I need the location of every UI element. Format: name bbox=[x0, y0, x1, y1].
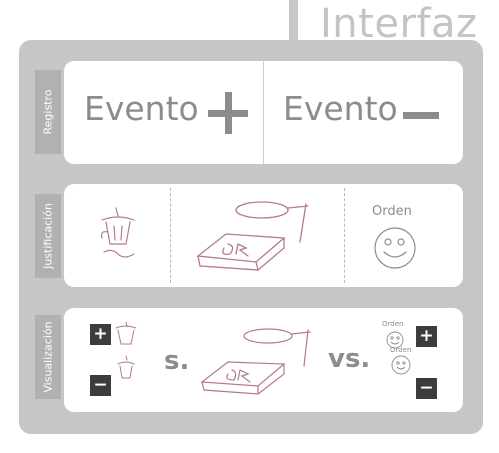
page-title: Interfaz bbox=[320, 1, 478, 47]
mini-smiley-sketch-1 bbox=[386, 331, 404, 349]
increase-button-right[interactable]: + bbox=[416, 326, 437, 347]
mini-cup-sketch bbox=[115, 321, 137, 379]
title-accent-bar bbox=[289, 0, 298, 40]
registro-card: Evento Evento bbox=[64, 61, 463, 164]
vs-text-1: s. bbox=[164, 346, 190, 376]
visualizacion-card: + − s. vs. Orden Orden + − bbox=[64, 308, 463, 412]
increase-button[interactable]: + bbox=[90, 324, 111, 345]
mini-ticket-sketch bbox=[200, 328, 311, 395]
tab-registro: Registro bbox=[35, 70, 61, 154]
mini-orden-label-2: Orden bbox=[390, 346, 412, 354]
decrease-button-right[interactable]: − bbox=[416, 378, 437, 399]
justificacion-card: Orden bbox=[64, 184, 463, 287]
smiley-sketch bbox=[374, 227, 416, 269]
tab-registro-label: Registro bbox=[41, 89, 55, 135]
registro-divider bbox=[263, 61, 264, 164]
ticket-sketch bbox=[196, 201, 309, 271]
vs-text-2: vs. bbox=[328, 344, 371, 374]
tab-visualizacion: Visualización bbox=[35, 315, 61, 399]
mini-smiley-sketch-2 bbox=[391, 355, 411, 375]
cup-sketch bbox=[101, 207, 135, 258]
tab-justificacion-label: Justificación bbox=[41, 203, 55, 269]
tab-visualizacion-label: Visualización bbox=[41, 321, 55, 393]
minus-icon bbox=[403, 112, 439, 119]
mini-orden-label-1: Orden bbox=[382, 320, 404, 328]
justificacion-divider-1 bbox=[170, 188, 171, 283]
justificacion-divider-2 bbox=[344, 188, 345, 283]
decrease-button[interactable]: − bbox=[90, 375, 111, 396]
tab-justificacion: Justificación bbox=[35, 194, 61, 278]
event-minus-label: Evento bbox=[283, 89, 398, 128]
plus-icon bbox=[208, 92, 248, 134]
event-plus-label: Evento bbox=[84, 89, 199, 128]
sketch-orden-label: Orden bbox=[372, 204, 412, 219]
